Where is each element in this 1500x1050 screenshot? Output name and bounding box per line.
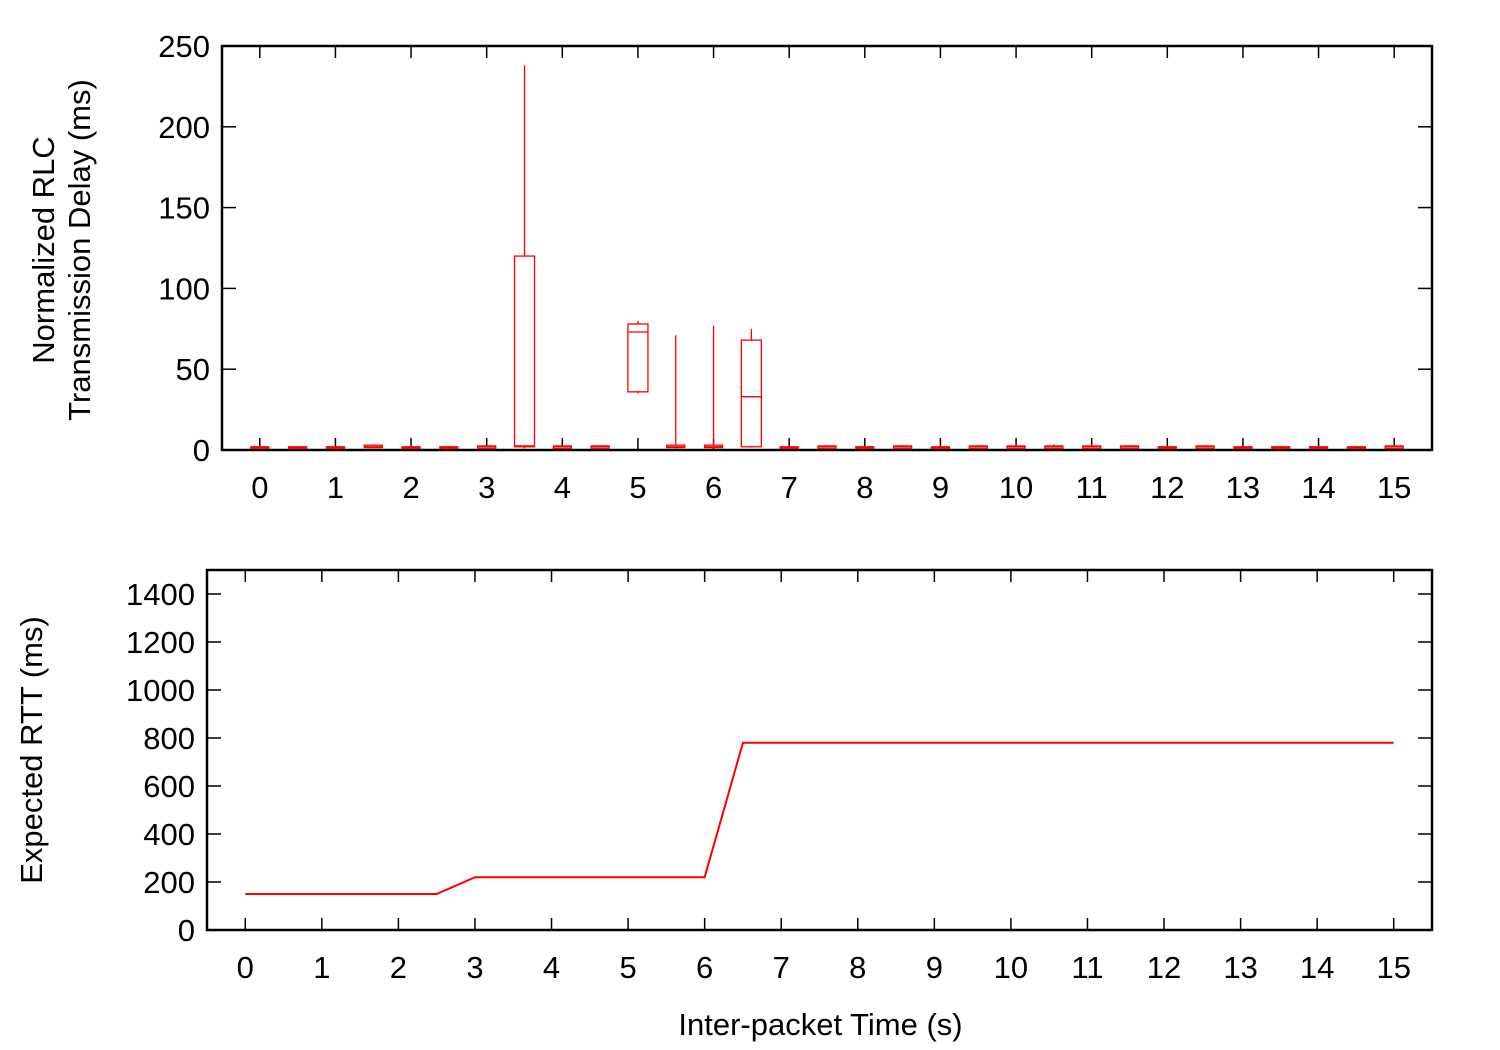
box bbox=[325, 445, 346, 450]
top-y-axis-label-line: Transmission Delay (ms) bbox=[62, 79, 97, 421]
box bbox=[590, 445, 610, 450]
rtt-series-line bbox=[245, 741, 1394, 895]
box bbox=[1082, 444, 1102, 450]
bottom-y-axis-label: Expected RTT (ms) bbox=[14, 616, 49, 884]
box-body bbox=[513, 255, 536, 448]
bottom-y-tick-label: 200 bbox=[143, 865, 195, 900]
top-x-tick-label: 8 bbox=[856, 470, 873, 505]
box bbox=[363, 444, 383, 449]
top-y-tick-label: 200 bbox=[158, 110, 210, 145]
top-x-tick-label: 7 bbox=[781, 470, 798, 505]
top-x-tick-label: 14 bbox=[1301, 470, 1335, 505]
box bbox=[250, 445, 270, 450]
bottom-chart-expected-rtt: 0 1 2 3 4 5 6 7 8 9 10 11 12 13 14 15020040060080010001… bbox=[14, 568, 1434, 1042]
box bbox=[1195, 445, 1215, 450]
box bbox=[1157, 445, 1177, 450]
box bbox=[1044, 444, 1064, 450]
bottom-x-tick-label: 15 bbox=[1376, 950, 1410, 985]
box bbox=[1346, 445, 1367, 450]
bottom-plot-frame bbox=[205, 568, 1434, 932]
bottom-y-tick-label: 400 bbox=[143, 817, 195, 852]
bottom-x-tick-label: 4 bbox=[543, 950, 560, 985]
top-x-tick-label: 9 bbox=[932, 470, 949, 505]
bottom-x-tick-label: 7 bbox=[773, 950, 790, 985]
top-x-tick-label: 10 bbox=[999, 470, 1033, 505]
top-x-tick-label: 11 bbox=[1076, 470, 1108, 505]
top-x-tick-label: 12 bbox=[1150, 470, 1184, 505]
box bbox=[1233, 445, 1253, 450]
top-chart-rlc-delay: 0 1 2 3 4 5 6 7 8 9 10 11 12 13 14 15050100150200250Nor… bbox=[26, 29, 1434, 505]
bottom-x-tick-label: 12 bbox=[1147, 950, 1181, 985]
bottom-x-tick-label: 9 bbox=[926, 950, 943, 985]
bottom-y-tick-label: 800 bbox=[143, 721, 195, 756]
bottom-x-tick-label: 8 bbox=[849, 950, 866, 985]
top-x-tick-label: 2 bbox=[402, 470, 419, 505]
box-body bbox=[740, 339, 763, 448]
top-x-tick-label: 4 bbox=[554, 470, 571, 505]
bottom-y-tick-label: 600 bbox=[143, 769, 195, 804]
box bbox=[930, 445, 951, 450]
top-x-tick-label: 3 bbox=[478, 470, 495, 505]
bottom-x-axis-label: Inter-packet Time (s) bbox=[678, 1007, 962, 1042]
box bbox=[1271, 445, 1291, 450]
bottom-x-tick-label: 10 bbox=[994, 950, 1028, 985]
bottom-x-tick-label: 13 bbox=[1223, 950, 1257, 985]
bottom-x-tick-label: 6 bbox=[696, 950, 713, 985]
top-y-tick-label: 250 bbox=[158, 29, 210, 64]
box bbox=[779, 445, 799, 450]
bottom-x-tick-label: 11 bbox=[1071, 950, 1103, 985]
box bbox=[439, 445, 459, 450]
top-x-tick-label: 5 bbox=[629, 470, 646, 505]
top-x-tick-label: 15 bbox=[1377, 470, 1411, 505]
bottom-y-tick-label: 1200 bbox=[126, 625, 195, 660]
bottom-x-tick-label: 0 bbox=[237, 950, 254, 985]
bottom-y-tick-label: 1000 bbox=[126, 673, 195, 708]
box bbox=[627, 320, 649, 394]
bottom-x-tick-label: 3 bbox=[466, 950, 483, 985]
box bbox=[740, 328, 763, 448]
box bbox=[817, 445, 837, 450]
bottom-y-tick-label: 0 bbox=[178, 913, 195, 948]
box bbox=[401, 445, 421, 450]
box bbox=[1119, 445, 1140, 450]
bottom-y-tick-label: 1400 bbox=[126, 577, 195, 612]
box bbox=[855, 445, 875, 450]
box-body bbox=[627, 323, 649, 393]
box bbox=[666, 335, 686, 449]
box bbox=[1384, 445, 1404, 450]
top-y-axis-label-line: Normalized RLC bbox=[26, 136, 61, 363]
box bbox=[703, 325, 724, 449]
top-y-tick-label: 150 bbox=[158, 191, 210, 226]
top-y-tick-label: 0 bbox=[193, 433, 210, 468]
bottom-x-tick-label: 5 bbox=[619, 950, 636, 985]
box bbox=[513, 65, 536, 449]
box bbox=[968, 445, 988, 450]
top-y-axis-label: Normalized RLCTransmission Delay (ms) bbox=[26, 79, 97, 421]
top-y-tick-label: 100 bbox=[158, 271, 210, 306]
box bbox=[552, 445, 572, 450]
box bbox=[1308, 445, 1329, 450]
bottom-x-tick-label: 14 bbox=[1300, 950, 1334, 985]
bottom-x-tick-label: 2 bbox=[390, 950, 407, 985]
top-x-tick-label: 13 bbox=[1226, 470, 1260, 505]
box bbox=[1006, 444, 1026, 450]
top-plot-frame bbox=[220, 44, 1434, 452]
top-y-tick-label: 50 bbox=[176, 352, 210, 387]
top-x-tick-label: 6 bbox=[705, 470, 722, 505]
box bbox=[287, 445, 308, 450]
bottom-x-tick-label: 1 bbox=[313, 950, 330, 985]
box bbox=[477, 445, 497, 450]
box bbox=[892, 445, 913, 450]
top-x-tick-label: 0 bbox=[251, 470, 268, 505]
top-x-tick-label: 1 bbox=[327, 470, 344, 505]
